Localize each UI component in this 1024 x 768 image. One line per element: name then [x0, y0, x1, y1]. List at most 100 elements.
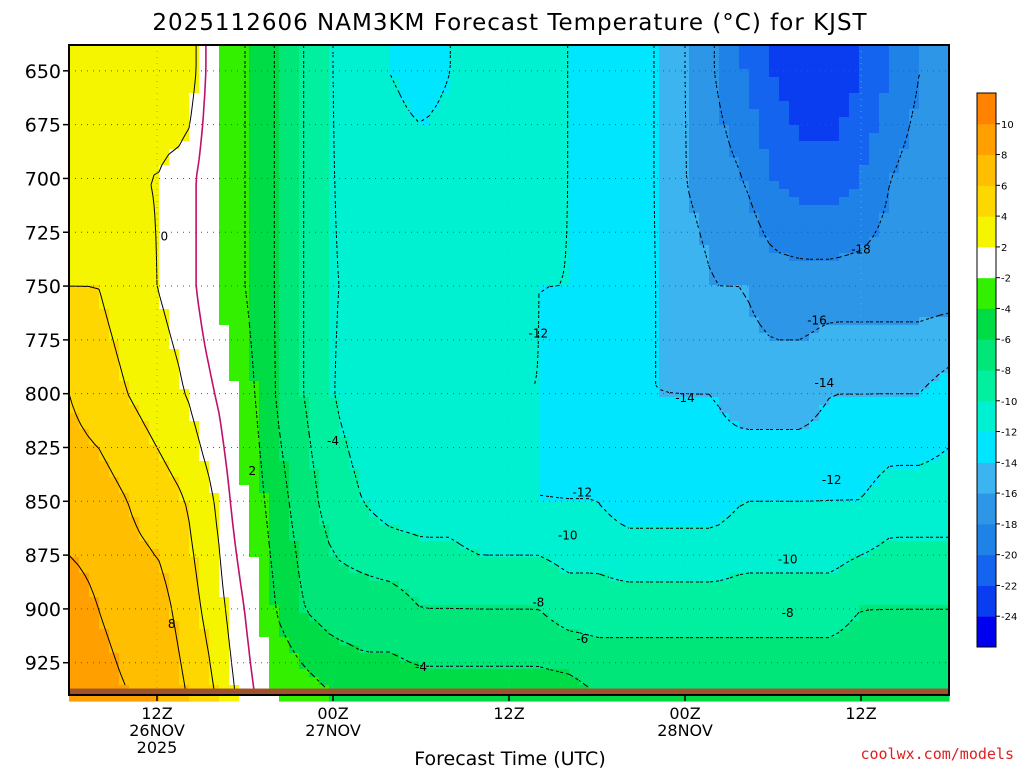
- heatmap-cell: [929, 397, 940, 406]
- heatmap-cell: [159, 109, 170, 118]
- heatmap-cell: [719, 173, 730, 182]
- heatmap-cell: [169, 189, 180, 198]
- heatmap-cell: [179, 93, 190, 102]
- heatmap-cell: [89, 61, 100, 70]
- heatmap-cell: [429, 285, 440, 294]
- heatmap-cell: [89, 477, 100, 486]
- heatmap-cell: [389, 69, 400, 78]
- heatmap-cell: [209, 405, 220, 414]
- heatmap-cell: [289, 341, 300, 350]
- heatmap-cell: [919, 189, 930, 198]
- heatmap-cell: [839, 397, 850, 406]
- heatmap-cell: [179, 157, 190, 166]
- heatmap-cell: [479, 477, 490, 486]
- heatmap-cell: [509, 205, 520, 214]
- heatmap-cell: [419, 141, 430, 150]
- heatmap-cell: [379, 157, 390, 166]
- heatmap-cell: [929, 149, 940, 158]
- heatmap-cell: [389, 437, 400, 446]
- heatmap-cell: [439, 93, 450, 102]
- heatmap-cell: [379, 277, 390, 286]
- heatmap-cell: [429, 469, 440, 478]
- heatmap-cell: [909, 221, 920, 230]
- heatmap-cell: [69, 389, 80, 398]
- heatmap-cell: [399, 245, 410, 254]
- heatmap-cell: [389, 61, 400, 70]
- heatmap-cell: [179, 317, 190, 326]
- heatmap-cell: [749, 165, 760, 174]
- heatmap-cell: [709, 261, 720, 270]
- heatmap-cell: [259, 45, 270, 54]
- heatmap-cell: [319, 93, 330, 102]
- heatmap-cell: [279, 173, 290, 182]
- heatmap-cell: [819, 445, 830, 454]
- heatmap-cell: [349, 61, 360, 70]
- heatmap-cell: [659, 77, 670, 86]
- heatmap-cell: [659, 109, 670, 118]
- heatmap-cell: [659, 165, 670, 174]
- heatmap-cell: [669, 277, 680, 286]
- heatmap-cell: [869, 133, 880, 142]
- heatmap-cell: [89, 349, 100, 358]
- heatmap-cell: [489, 53, 500, 62]
- heatmap-cell: [739, 381, 750, 390]
- heatmap-cell: [199, 421, 210, 430]
- heatmap-cell: [149, 413, 160, 422]
- heatmap-cell: [429, 485, 440, 494]
- heatmap-cell: [319, 437, 330, 446]
- heatmap-cell: [529, 93, 540, 102]
- heatmap-cell: [579, 461, 590, 470]
- heatmap-cell: [319, 341, 330, 350]
- heatmap-cell: [69, 493, 80, 502]
- heatmap-cell: [479, 397, 490, 406]
- heatmap-cell: [439, 85, 450, 94]
- heatmap-cell: [519, 181, 530, 190]
- heatmap-cell: [409, 357, 420, 366]
- heatmap-cell: [929, 61, 940, 70]
- heatmap-cell: [379, 221, 390, 230]
- heatmap-cell: [929, 269, 940, 278]
- heatmap-cell: [559, 109, 570, 118]
- heatmap-cell: [679, 101, 690, 110]
- heatmap-cell: [289, 237, 300, 246]
- heatmap-cell: [709, 381, 720, 390]
- heatmap-cell: [189, 69, 200, 78]
- heatmap-cell: [519, 325, 530, 334]
- heatmap-cell: [369, 229, 380, 238]
- heatmap-cell: [329, 261, 340, 270]
- heatmap-cell: [409, 477, 420, 486]
- heatmap-cell: [589, 461, 600, 470]
- heatmap-cell: [689, 493, 700, 502]
- heatmap-cell: [69, 125, 80, 134]
- heatmap-cell: [379, 429, 390, 438]
- heatmap-cell: [869, 421, 880, 430]
- heatmap-cell: [259, 189, 270, 198]
- heatmap-cell: [109, 381, 120, 390]
- heatmap-cell: [519, 381, 530, 390]
- heatmap-cell: [889, 181, 900, 190]
- heatmap-cell: [589, 93, 600, 102]
- heatmap-cell: [929, 341, 940, 350]
- heatmap-cell: [759, 245, 770, 254]
- heatmap-cell: [339, 421, 350, 430]
- heatmap-cell: [79, 285, 90, 294]
- heatmap-cell: [229, 253, 240, 262]
- heatmap-cell: [529, 101, 540, 110]
- heatmap-cell: [789, 357, 800, 366]
- heatmap-cell: [689, 85, 700, 94]
- heatmap-cell: [759, 125, 770, 134]
- heatmap-cell: [889, 341, 900, 350]
- heatmap-cell: [759, 381, 770, 390]
- heatmap-cell: [449, 461, 460, 470]
- heatmap-cell: [869, 437, 880, 446]
- heatmap-cell: [89, 333, 100, 342]
- heatmap-cell: [469, 53, 480, 62]
- heatmap-cell: [339, 261, 350, 270]
- heatmap-cell: [299, 269, 310, 278]
- heatmap-cell: [869, 405, 880, 414]
- heatmap-cell: [459, 101, 470, 110]
- heatmap-cell: [939, 149, 950, 158]
- heatmap-cell: [149, 421, 160, 430]
- heatmap-cell: [99, 165, 110, 174]
- heatmap-cell: [529, 245, 540, 254]
